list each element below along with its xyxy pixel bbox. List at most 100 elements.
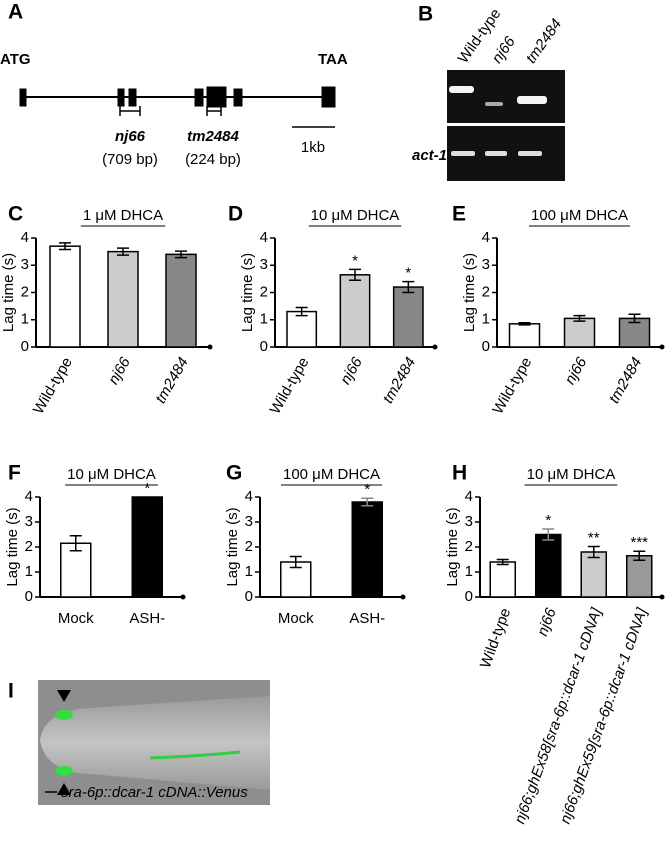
bar: [351, 501, 383, 598]
significance-mark: *: [364, 481, 370, 498]
axis-end: [659, 594, 665, 600]
significance-mark: *: [545, 512, 551, 529]
error-bar: [289, 555, 302, 569]
panel-label: G: [226, 462, 242, 485]
x-tick-label: Mock: [278, 610, 314, 627]
y-tick-label: 1: [21, 311, 29, 328]
y-tick-label: 0: [465, 588, 473, 605]
y-tick-label: 2: [21, 283, 29, 300]
y-tick-label: 3: [260, 256, 268, 273]
x-tick-label: tm2484: [379, 354, 419, 406]
panel-label: A: [8, 1, 23, 24]
y-tick-label: 0: [482, 338, 490, 355]
error-bar: [518, 321, 531, 326]
y-tick-label: 1: [260, 311, 268, 328]
bar: [286, 310, 318, 348]
chart-title: 10 μM DHCA: [67, 466, 156, 483]
allele-size: (224 bp): [185, 151, 241, 168]
axis-end: [400, 594, 406, 600]
error-bar: [628, 313, 641, 324]
y-axis-label: Lag time (s): [224, 507, 241, 586]
y-tick-label: 0: [21, 338, 29, 355]
y-tick-label: 1: [482, 311, 490, 328]
gene-model: [19, 86, 336, 128]
x-tick-label: Mock: [58, 610, 94, 627]
error-bar: [175, 250, 187, 259]
x-tick-label: Wild-type: [267, 354, 313, 417]
panel-label: B: [418, 3, 433, 26]
y-tick-label: 4: [245, 488, 253, 505]
y-tick-label: 1: [25, 563, 33, 580]
axis-end: [180, 594, 186, 600]
y-tick-label: 4: [465, 488, 473, 505]
error-bar: [542, 528, 555, 541]
significance-mark: *: [352, 252, 358, 269]
bar: [563, 317, 596, 348]
x-tick-label: Wild-type: [477, 606, 514, 671]
bar: [165, 253, 197, 348]
error-bar: [117, 247, 129, 256]
bar: [625, 555, 653, 598]
panel-label: H: [452, 462, 467, 485]
bar: [339, 274, 371, 348]
gel-image: [447, 70, 565, 181]
stop-codon: TAA: [318, 51, 348, 68]
error-bar: [361, 497, 374, 507]
error-bar: [633, 550, 646, 561]
y-tick-label: 3: [245, 513, 253, 530]
y-tick-label: 1: [245, 563, 253, 580]
error-bar: [349, 268, 361, 281]
micrograph: [38, 680, 270, 805]
significance-mark: ***: [630, 534, 648, 551]
x-tick-label: Wild-type: [489, 354, 535, 417]
y-tick-label: 0: [260, 338, 268, 355]
chart-title: 10 μM DHCA: [311, 207, 400, 224]
x-tick-label: nj66;ghEx58[sra-6p::dcar-1 cDNA]: [511, 605, 605, 826]
panel-label: C: [8, 203, 23, 226]
y-tick-label: 2: [25, 538, 33, 555]
y-tick-label: 3: [482, 256, 490, 273]
allele-name: nj66: [115, 128, 146, 145]
y-tick-label: 4: [260, 229, 268, 246]
panel-label: E: [452, 203, 466, 226]
y-tick-label: 2: [465, 538, 473, 555]
x-tick-label: nj66: [337, 354, 366, 388]
y-tick-label: 3: [21, 256, 29, 273]
lane-label: nj66: [489, 33, 520, 67]
axis-end: [432, 344, 438, 350]
bar: [534, 533, 562, 598]
x-tick-label: nj66: [105, 354, 134, 388]
panel-label: I: [8, 680, 14, 703]
chart-title: 1 μM DHCA: [83, 207, 163, 224]
bar: [489, 561, 517, 598]
x-tick-label: nj66;ghEx59[sra-6p::dcar-1 cDNA]: [557, 605, 651, 826]
start-codon: ATG: [0, 51, 31, 68]
x-tick-label: nj66: [561, 354, 590, 388]
chart-title: 100 μM DHCA: [531, 207, 628, 224]
y-tick-label: 0: [245, 588, 253, 605]
y-tick-label: 0: [25, 588, 33, 605]
y-tick-label: 2: [245, 538, 253, 555]
x-tick-label: nj66: [534, 605, 560, 638]
significance-mark: **: [588, 529, 600, 546]
x-tick-label: ASH-: [129, 610, 165, 627]
significance-mark: *: [405, 265, 411, 282]
bar: [107, 250, 139, 348]
significance-mark: *: [144, 480, 150, 497]
x-tick-label: tm2484: [606, 354, 646, 406]
error-bar: [587, 545, 600, 559]
y-tick-label: 1: [465, 563, 473, 580]
panel-label: F: [8, 462, 21, 485]
x-tick-label: ASH-: [349, 610, 385, 627]
y-tick-label: 4: [21, 229, 29, 246]
lane-label: tm2484: [523, 16, 566, 67]
y-axis-label: Lag time (s): [0, 253, 17, 332]
bar: [392, 286, 424, 348]
control-label: act-1: [412, 147, 447, 164]
axis-end: [207, 344, 213, 350]
y-tick-label: 3: [465, 513, 473, 530]
scale-bar-label: 1kb: [301, 139, 325, 156]
y-tick-label: 4: [25, 488, 33, 505]
y-tick-label: 4: [482, 229, 490, 246]
